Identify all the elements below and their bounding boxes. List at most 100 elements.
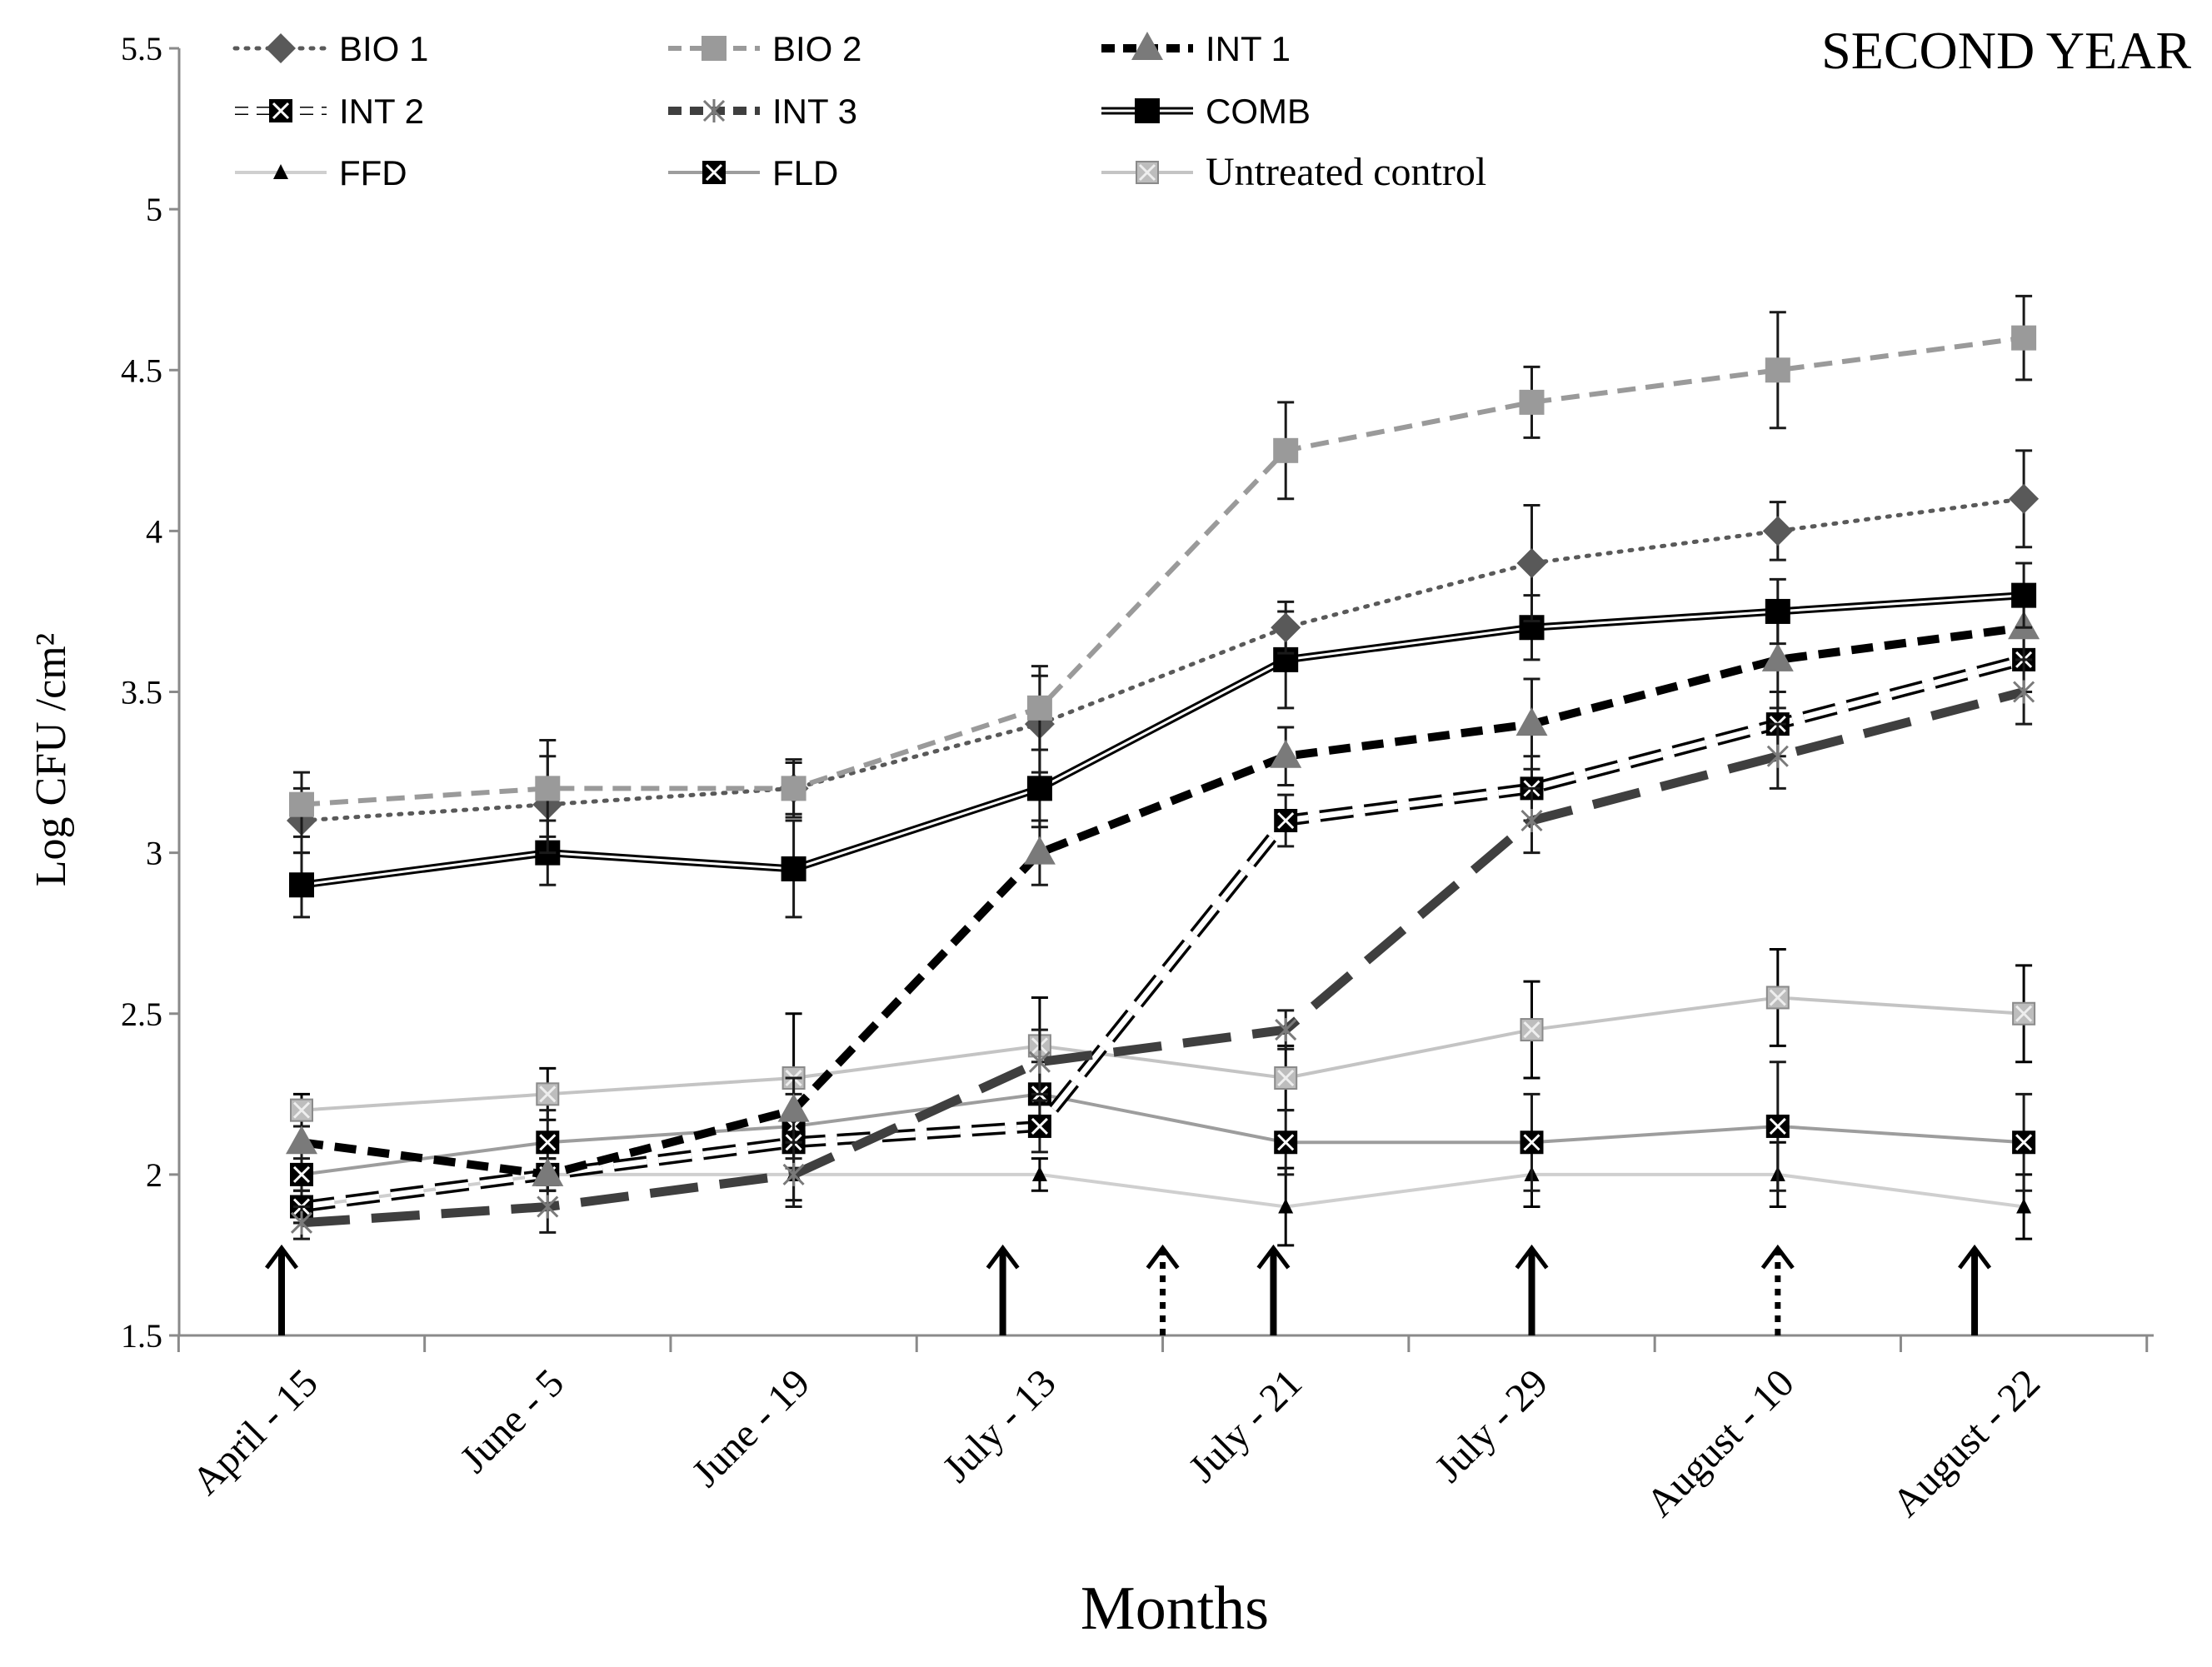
legend-label: BIO 1 (339, 29, 428, 68)
legend-item: BIO 2 (668, 29, 861, 68)
data-point (1027, 1114, 1051, 1138)
data-point (1031, 1165, 1047, 1181)
legend: BIO 1 BIO 2 INT 1 INT 2 INT 3 COMB FFD FLD Untre… (232, 29, 1486, 194)
data-point (1028, 1050, 1051, 1074)
series-line (301, 654, 2025, 1213)
x-tick-label: July - 29 (1426, 1360, 1556, 1490)
x-tick-label: April - 15 (183, 1360, 326, 1503)
legend-swatch-marker (269, 99, 292, 122)
legend-swatch-marker (1135, 98, 1160, 123)
data-point (782, 1162, 805, 1186)
data-point (1765, 598, 1790, 624)
data-point (1026, 695, 1052, 721)
data-point (536, 1082, 560, 1106)
data-point (1520, 1130, 1544, 1155)
data-point (1520, 1018, 1544, 1042)
series-line (301, 687, 2025, 1228)
data-point (2016, 1198, 2032, 1214)
series-line (301, 656, 2025, 1210)
legend-swatch-marker (702, 99, 726, 122)
legend-label: Untreated control (1206, 150, 1486, 194)
data-point (532, 1157, 564, 1186)
y-tick-label: 3 (146, 835, 162, 872)
data-point (290, 1162, 313, 1186)
data-point (1761, 642, 1794, 671)
axes: 1.5 2 2.5 3 3.5 4 4.5 5 5.5 April - 15 June - 5 Jun… (121, 30, 2154, 1525)
data-point (1765, 1114, 1790, 1138)
series-line (301, 1092, 2025, 1176)
treatment-arrows (265, 1244, 1992, 1335)
chart-title: SECOND YEAR (1821, 21, 2191, 80)
solid-arrow (1515, 1244, 1549, 1335)
y-axis-title: Log CFU /cm² (27, 633, 75, 886)
data-point (289, 791, 314, 817)
x-axis-title: Months (1081, 1575, 1269, 1643)
legend-item: FLD (668, 153, 838, 192)
data-point (2012, 1130, 2036, 1155)
data-point (1274, 1066, 1298, 1090)
data-point (781, 856, 806, 881)
data-point (1520, 809, 1543, 832)
x-tick-label: June - 5 (452, 1360, 572, 1481)
x-tick-label: August - 10 (1638, 1360, 1803, 1525)
legend-label: INT 3 (772, 92, 857, 131)
legend-label: FFD (339, 153, 407, 192)
data-point (1026, 776, 1052, 801)
series-line (301, 335, 2025, 807)
data-point (2009, 483, 2040, 514)
data-point (289, 872, 314, 898)
x-tick-label: August - 22 (1884, 1360, 2049, 1525)
legend-swatch-marker (1136, 161, 1159, 184)
legend-label: FLD (772, 153, 838, 192)
data-point (1275, 1018, 1297, 1042)
series-line (301, 594, 2025, 886)
data-point (1762, 516, 1793, 547)
series-int-3 (290, 658, 2035, 1240)
dotted-arrow (1760, 1244, 1795, 1335)
series-line (301, 1172, 2025, 1209)
legend-label: COMB (1206, 92, 1311, 131)
data-point (1278, 1198, 1294, 1214)
y-tick-label: 5.5 (121, 30, 162, 67)
legend-swatch-marker (702, 161, 726, 184)
x-tick-label: July - 13 (934, 1360, 1064, 1490)
data-point (1765, 357, 1790, 383)
data-point (1274, 1130, 1298, 1155)
data-point (290, 1098, 313, 1122)
solid-arrow (265, 1244, 298, 1335)
data-point (1516, 548, 1547, 578)
y-tick-label: 2 (146, 1156, 162, 1194)
data-point (2013, 680, 2035, 704)
series-fld (290, 1061, 2036, 1208)
legend-swatch-marker (273, 164, 288, 179)
x-tick-label: July - 21 (1181, 1360, 1311, 1490)
series-layer (286, 294, 2040, 1247)
data-point (290, 1210, 313, 1235)
data-point (1270, 739, 1302, 768)
legend-item: INT 3 (668, 92, 857, 131)
legend-swatch-marker (266, 33, 296, 63)
data-point (1515, 707, 1548, 736)
data-point (1766, 744, 1789, 768)
legend-label: INT 1 (1206, 29, 1291, 68)
data-point (1765, 986, 1790, 1010)
legend-item: INT 2 (235, 92, 424, 131)
data-point (1519, 389, 1545, 415)
legend-swatch-marker (1131, 32, 1163, 60)
series-line (299, 497, 2026, 823)
y-tick-label: 5 (146, 191, 162, 228)
data-point (1271, 612, 1301, 643)
solid-arrow (1958, 1244, 1992, 1335)
data-point (535, 776, 561, 801)
y-tick-label: 3.5 (121, 674, 162, 711)
data-point (1274, 809, 1298, 832)
legend-item: BIO 1 (232, 29, 428, 68)
legend-item: COMB (1101, 92, 1311, 131)
legend-item: Untreated control (1101, 150, 1486, 194)
data-point (2011, 325, 2037, 351)
data-point (2012, 1001, 2036, 1026)
series-line (301, 996, 2025, 1112)
legend-swatch-marker (702, 36, 727, 61)
legend-item: FFD (235, 153, 407, 192)
